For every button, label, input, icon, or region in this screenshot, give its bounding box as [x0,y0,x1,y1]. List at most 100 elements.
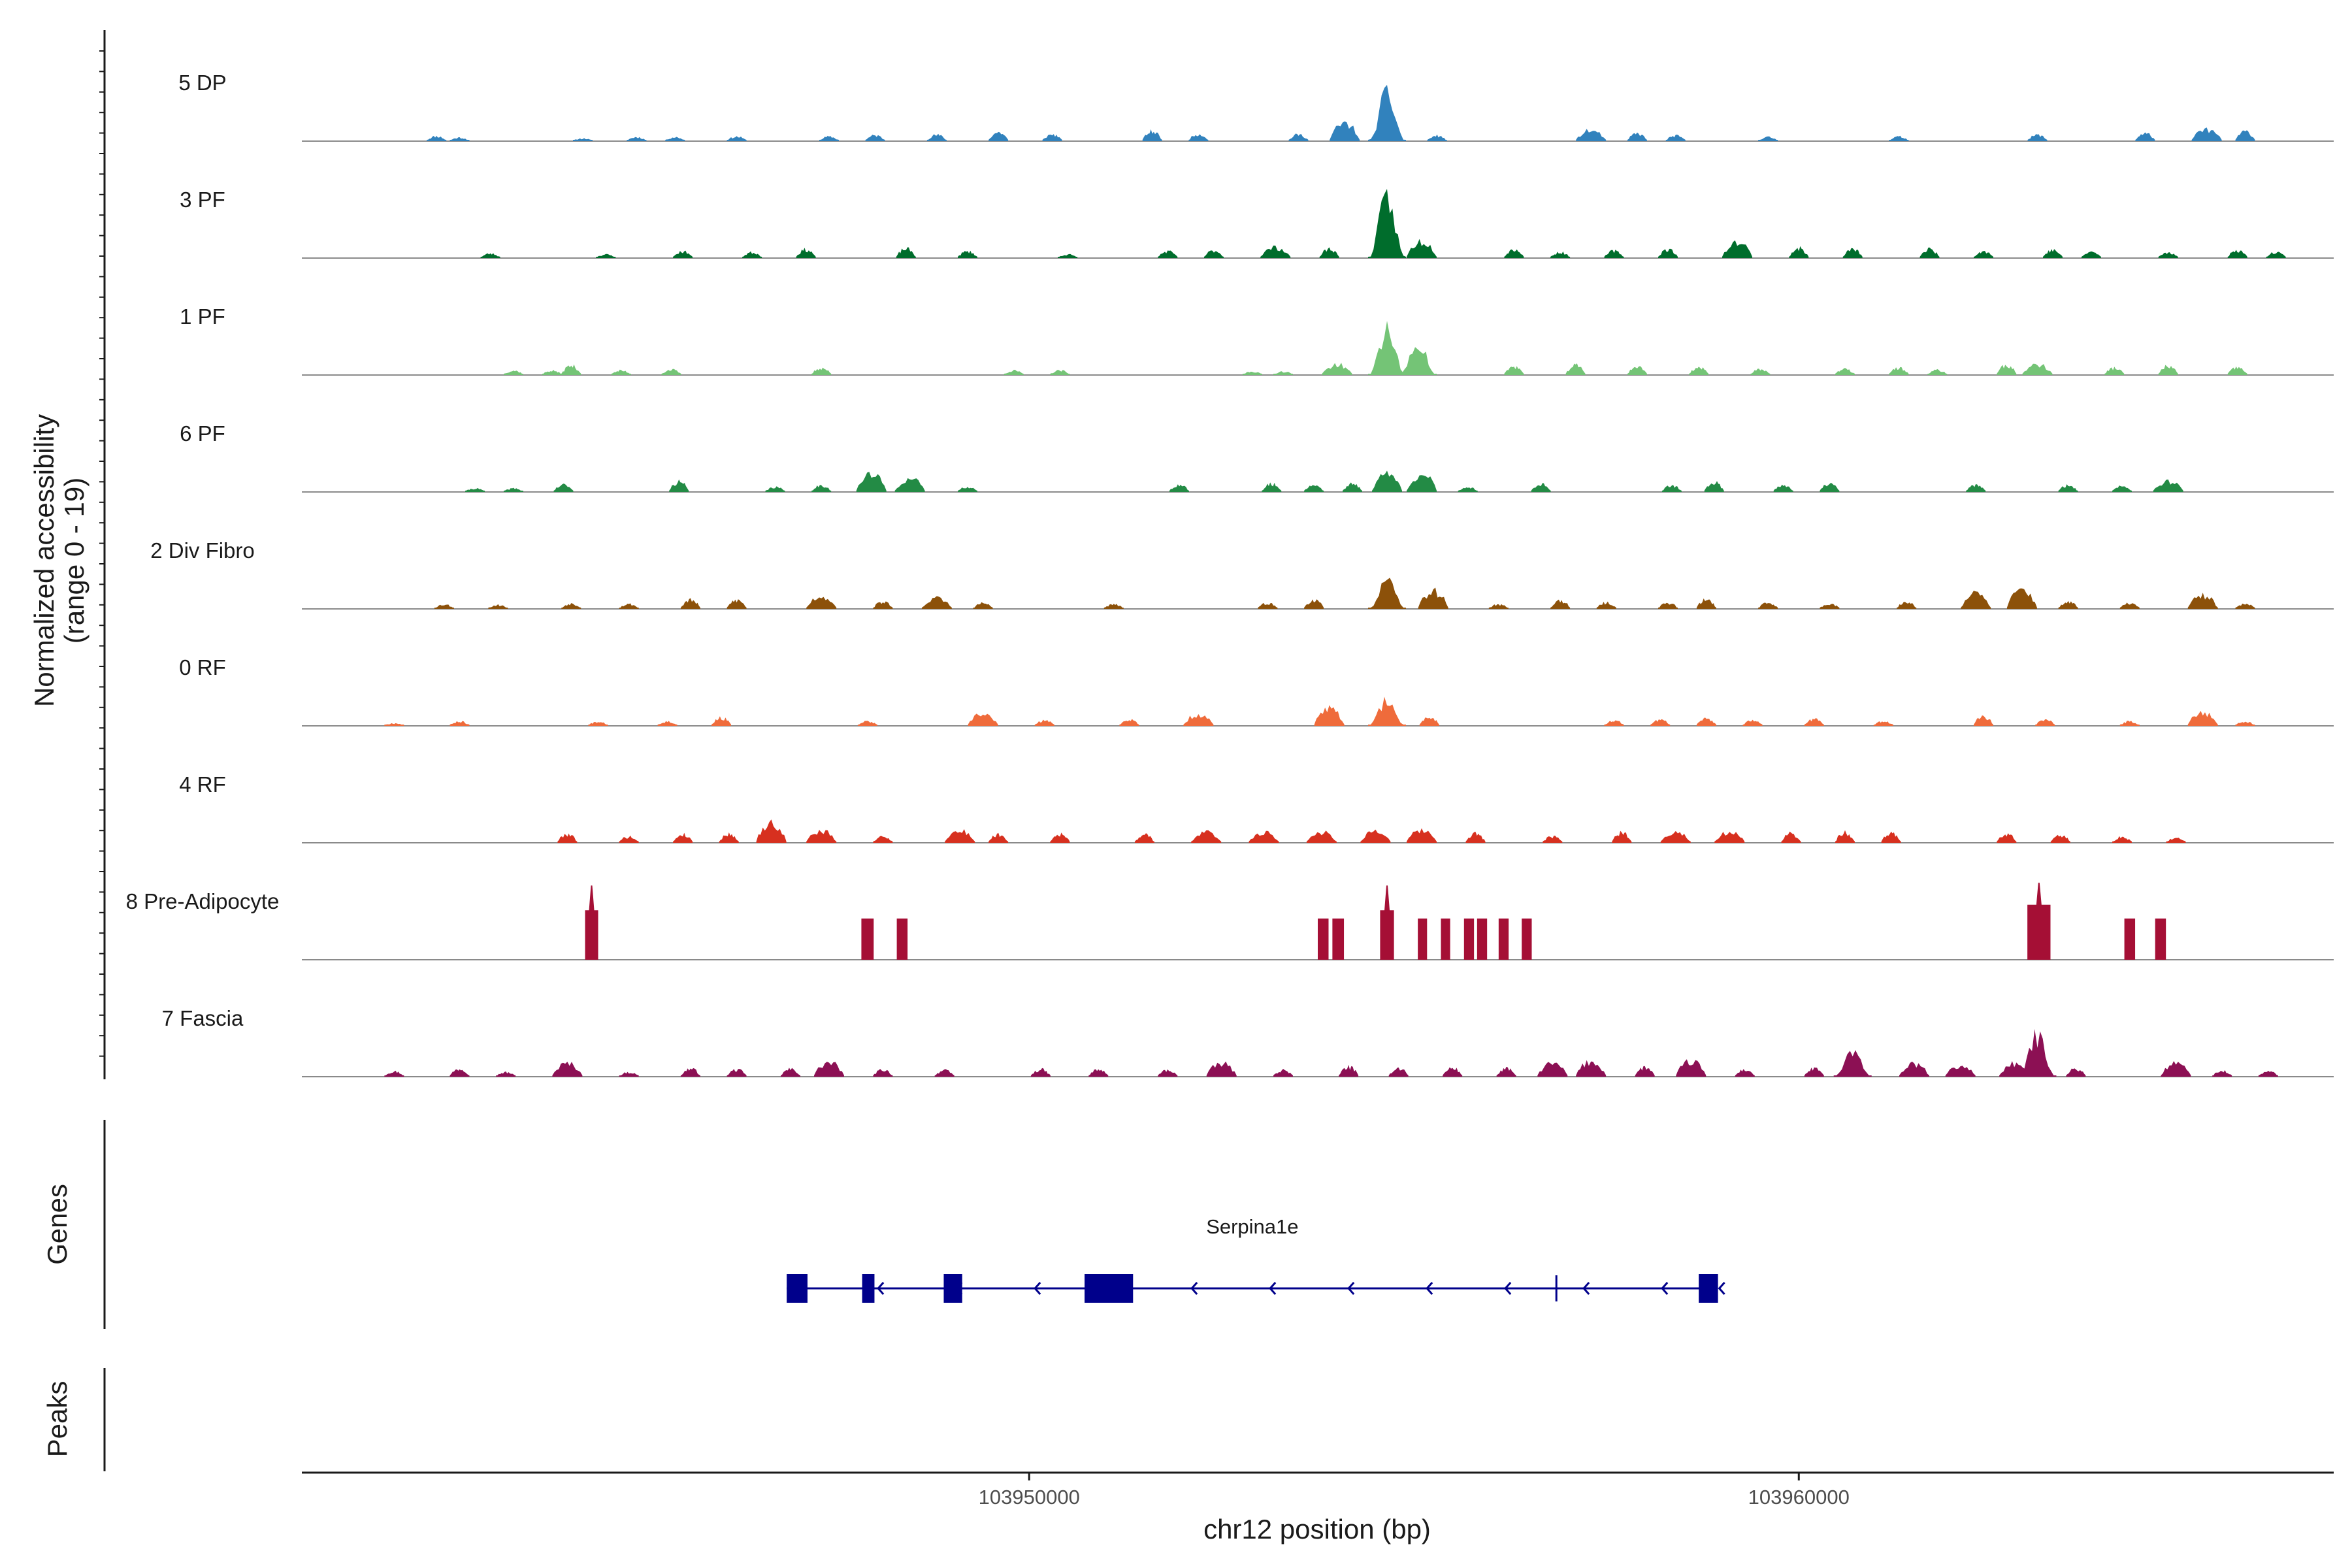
accessibility-peak [1188,134,1209,141]
accessibility-block [861,918,874,960]
accessibility-peak [957,250,977,258]
accessibility-peak [1927,368,1948,375]
accessibility-peak [661,368,681,375]
accessibility-peak [1612,830,1632,843]
accessibility-peak [561,364,581,375]
accessibility-peak [2212,1070,2232,1077]
accessibility-block [1418,918,1428,960]
accessibility-peak [1388,1067,1409,1077]
accessibility-peak [1034,719,1054,726]
accessibility-peak [1134,833,1154,843]
accessibility-peak [2187,711,2218,726]
accessibility-peak [819,135,839,141]
accessibility-peak [973,602,993,609]
accessibility-peak [1183,714,1214,726]
accessibility-block [1477,918,1488,960]
accessibility-block [1522,918,1532,960]
track-6-pf: 6 PF [180,421,2334,493]
strand-arrow [1347,1282,1355,1295]
accessibility-peak [1660,831,1691,843]
accessibility-block [896,918,908,960]
accessibility-peak [1722,240,1753,258]
accessibility-peak [2006,588,2037,609]
track-label: 5 DP [178,71,226,95]
accessibility-peak [596,253,616,258]
accessibility-peak [2050,834,2070,843]
strand-arrow [1190,1282,1198,1295]
accessibility-peak [2235,130,2255,141]
accessibility-peak [2258,1070,2278,1077]
accessibility-peak [1873,721,1893,726]
accessibility-peak [2119,602,2140,609]
accessibility-peak [503,370,523,375]
accessibility-peak [1889,135,1909,141]
accessibility-peak [449,721,470,726]
accessibility-peak [1714,832,1745,843]
accessibility-peak [873,601,893,609]
accessibility-peak [1735,1069,1755,1077]
accessibility-peak [1504,366,1524,375]
accessibility-peak [1258,602,1278,609]
track-5-dp: 5 DP [178,71,2334,142]
accessibility-peak [1689,367,1709,375]
accessibility-peak [1604,250,1624,258]
accessibility-peak [1604,720,1624,726]
gene-exon [787,1274,808,1303]
gene-exon [1085,1274,1134,1303]
accessibility-peak [1835,368,1855,375]
track-8-pre-adipocyte: 8 Pre-Adipocyte [126,883,2334,960]
track-label: 1 PF [180,304,225,329]
accessibility-peak [1833,1050,1872,1077]
accessibility-peak [711,716,732,726]
accessibility-peak [1576,129,1607,141]
accessibility-peak [2158,365,2178,375]
accessibility-peak [553,483,574,492]
accessibility-peak [1088,1069,1109,1077]
accessibility-peak [1973,715,1993,726]
accessibility-peak [1496,1066,1516,1077]
accessibility-peak [1804,1067,1824,1077]
track-4-rf: 4 RF [179,772,2334,843]
accessibility-peak [1368,321,1407,375]
gene-exon [943,1274,962,1303]
accessibility-peak [1158,250,1178,258]
accessibility-peak [627,137,647,141]
accessibility-peak [1372,470,1403,492]
accessibility-peak [1565,363,1586,375]
gene-exon [1699,1274,1718,1303]
accessibility-peak [1399,347,1437,375]
accessibility-peak [926,133,947,141]
accessibility-peak [1368,84,1407,141]
accessibility-peak [2035,719,2055,726]
accessibility-peak [1596,601,1616,609]
accessibility-peak [503,487,523,492]
accessibility-peak [1419,717,1439,726]
accessibility-peak [1058,253,1078,258]
accessibility-peak [1260,245,1291,258]
accessibility-peak [619,1071,639,1077]
accessibility-block [2027,883,2051,960]
accessibility-peak [542,370,562,375]
accessibility-peak [1465,832,1486,843]
accessibility-peak [673,832,693,843]
accessibility-block [1380,885,1394,960]
accessibility-peak [561,603,581,609]
accessibility-peak [1368,578,1407,609]
accessibility-peak [1339,1064,1359,1077]
accessibility-peak [2187,593,2218,609]
x-axis-ticks: 103950000 103960000 [979,1473,1850,1509]
accessibility-block [1463,918,1475,960]
track-7-fascia: 7 Fascia [162,1006,2334,1077]
accessibility-peak [2027,134,2048,141]
accessibility-peak [2112,836,2132,843]
accessibility-peak [1999,1061,2030,1077]
accessibility-peak [1550,251,1571,258]
accessibility-peak [1676,1059,1707,1077]
accessibility-peak [1696,717,1716,726]
accessibility-peak [873,1069,893,1077]
accessibility-peak [988,832,1009,843]
accessibility-peak [1203,250,1224,258]
accessibility-peak [680,598,700,609]
accessibility-peak [1030,1068,1051,1077]
accessibility-peak [1418,587,1448,609]
